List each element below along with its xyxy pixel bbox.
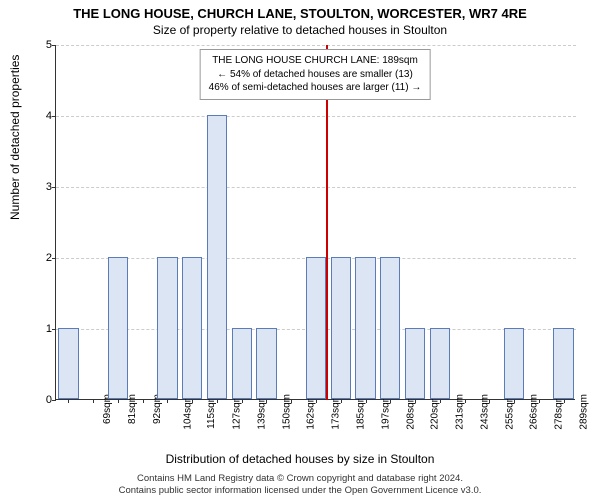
ytick-label: 3 xyxy=(38,181,52,193)
xtick-mark xyxy=(465,399,466,403)
ytick-mark xyxy=(52,400,56,401)
ytick-mark xyxy=(52,45,56,46)
chart-title: THE LONG HOUSE, CHURCH LANE, STOULTON, W… xyxy=(0,0,600,21)
gridline xyxy=(56,116,576,117)
ytick-label: 1 xyxy=(38,323,52,335)
bar xyxy=(182,257,202,399)
chart-plot-area: 01234569sqm81sqm92sqm104sqm115sqm127sqm1… xyxy=(55,45,575,400)
xtick-label: 115sqm xyxy=(206,394,217,429)
bar xyxy=(331,257,351,399)
gridline xyxy=(56,187,576,188)
xtick-mark xyxy=(93,399,94,403)
ytick-label: 2 xyxy=(38,252,52,264)
xtick-mark xyxy=(217,399,218,403)
xtick-mark xyxy=(167,399,168,403)
footer-attribution: Contains HM Land Registry data © Crown c… xyxy=(0,473,600,496)
x-axis-label: Distribution of detached houses by size … xyxy=(0,452,600,466)
xtick-mark xyxy=(242,399,243,403)
xtick-mark xyxy=(266,399,267,403)
gridline xyxy=(56,45,576,46)
xtick-label: 289sqm xyxy=(578,394,589,430)
xtick-mark xyxy=(118,399,119,403)
info-box: THE LONG HOUSE CHURCH LANE: 189sqm ← 54%… xyxy=(200,49,431,100)
bar xyxy=(504,328,524,399)
bar xyxy=(108,257,128,399)
bar xyxy=(553,328,573,399)
bar xyxy=(157,257,177,399)
xtick-mark xyxy=(564,399,565,403)
xtick-mark xyxy=(316,399,317,403)
bar xyxy=(380,257,400,399)
bar xyxy=(355,257,375,399)
ytick-mark xyxy=(52,258,56,259)
xtick-mark xyxy=(143,399,144,403)
ytick-mark xyxy=(52,187,56,188)
xtick-mark xyxy=(539,399,540,403)
ytick-mark xyxy=(52,116,56,117)
info-line-2: ← 54% of detached houses are smaller (13… xyxy=(209,68,422,82)
xtick-mark xyxy=(366,399,367,403)
bar xyxy=(306,257,326,399)
xtick-mark xyxy=(192,399,193,403)
bar xyxy=(405,328,425,399)
bar xyxy=(256,328,276,399)
info-line-1: THE LONG HOUSE CHURCH LANE: 189sqm xyxy=(209,54,422,68)
ytick-label: 5 xyxy=(38,39,52,51)
info-line-3: 46% of semi-detached houses are larger (… xyxy=(209,81,422,95)
footer-line-2: Contains public sector information licen… xyxy=(0,485,600,496)
ytick-label: 4 xyxy=(38,110,52,122)
ytick-label: 0 xyxy=(38,394,52,406)
xtick-mark xyxy=(341,399,342,403)
xtick-mark xyxy=(489,399,490,403)
xtick-mark xyxy=(390,399,391,403)
bar xyxy=(430,328,450,399)
xtick-mark xyxy=(68,399,69,403)
bar xyxy=(207,115,227,399)
y-axis-label: Number of detached properties xyxy=(8,55,22,220)
xtick-mark xyxy=(514,399,515,403)
chart-subtitle: Size of property relative to detached ho… xyxy=(0,21,600,37)
xtick-mark xyxy=(415,399,416,403)
xtick-label: 81sqm xyxy=(127,394,138,424)
xtick-mark xyxy=(440,399,441,403)
footer-line-1: Contains HM Land Registry data © Crown c… xyxy=(0,473,600,484)
ytick-mark xyxy=(52,329,56,330)
bar xyxy=(58,328,78,399)
bar xyxy=(232,328,252,399)
xtick-mark xyxy=(291,399,292,403)
